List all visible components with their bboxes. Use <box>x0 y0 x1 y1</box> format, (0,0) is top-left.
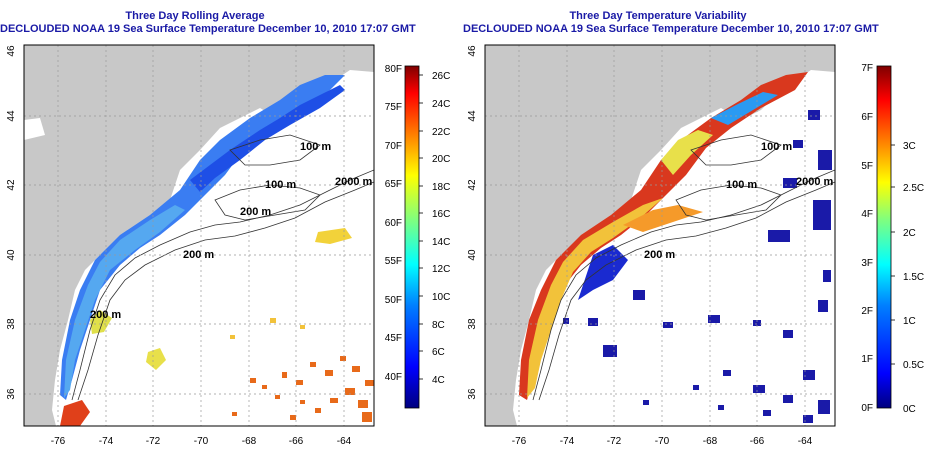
y-tick: 38 <box>6 318 17 330</box>
colorbar-label-f: 4F <box>861 209 873 220</box>
map-title: Three Day Temperature Variability <box>569 10 747 22</box>
x-tick: -70 <box>655 436 670 447</box>
y-tick: 42 <box>467 179 478 191</box>
colorbar-label-c: 22C <box>432 127 450 138</box>
warm-water-patches <box>232 356 374 422</box>
contour-label: 200 m <box>90 309 121 321</box>
x-tick: -72 <box>607 436 622 447</box>
y-tick: 44 <box>467 110 478 122</box>
colorbar-label-f: 5F <box>861 161 873 172</box>
contour-label: 100 m <box>300 141 331 153</box>
contour-label: 100 m <box>265 179 296 191</box>
colorbar-label-c: 1C <box>903 316 916 327</box>
colorbar-label-c: 8C <box>432 320 445 331</box>
y-tick: 46 <box>6 45 17 57</box>
bathymetry-contours <box>532 134 835 401</box>
colorbar-label-c: 1.5C <box>903 272 924 283</box>
y-tick: 36 <box>467 388 478 400</box>
sst-average-map: 100 m 100 m 2000 m 200 m 200 m 200 m -76… <box>6 44 450 447</box>
colorbar-label-c: 24C <box>432 99 450 110</box>
x-tick: -68 <box>703 436 718 447</box>
colorbar-label-f: 50F <box>385 295 402 306</box>
map-grid <box>485 45 835 426</box>
sst-variability-map: 100 m 100 m 2000 m 200 m -76 -74 -72 -70… <box>467 44 924 447</box>
sst-variability-panel: Three Day Temperature Variability DECLOU… <box>463 0 950 475</box>
colorbar-label-f: 1F <box>861 354 873 365</box>
land-mass <box>24 45 374 426</box>
colorbar-label-f: 3F <box>861 258 873 269</box>
contour-label: 100 m <box>761 141 792 153</box>
sst-average-panel: Three Day Rolling Average DECLOUDED NOAA… <box>0 0 470 475</box>
x-tick: -74 <box>99 436 114 447</box>
x-tick: -68 <box>242 436 257 447</box>
x-tick: -76 <box>512 436 527 447</box>
x-tick: -76 <box>51 436 66 447</box>
y-tick: 36 <box>6 388 17 400</box>
colorbar-label-c: 0C <box>903 404 916 415</box>
colorbar-label-f: 45F <box>385 333 402 344</box>
contour-label: 100 m <box>726 179 757 191</box>
x-tick: -66 <box>750 436 765 447</box>
y-tick: 40 <box>6 249 17 261</box>
colorbar-label-f: 7F <box>861 63 873 74</box>
contour-label: 200 m <box>644 249 675 261</box>
colorbar-label-c: 12C <box>432 264 450 275</box>
colorbar-label-f: 0F <box>861 403 873 414</box>
colorbar-label-f: 2F <box>861 306 873 317</box>
y-tick: 46 <box>467 45 478 57</box>
y-tick: 44 <box>6 110 17 122</box>
colorbar-label-f: 55F <box>385 256 402 267</box>
land-mass <box>485 45 835 426</box>
colorbar-label-c: 2.5C <box>903 183 924 194</box>
map-title: Three Day Rolling Average <box>125 10 265 22</box>
x-tick: -70 <box>194 436 209 447</box>
colorbar <box>876 65 892 409</box>
colorbar-label-f: 60F <box>385 218 402 229</box>
contour-label: 2000 m <box>796 176 834 188</box>
low-variability-patches <box>563 110 832 423</box>
colorbar-label-c: 2C <box>903 228 916 239</box>
colorbar-label-c: 18C <box>432 182 450 193</box>
contour-label: 2000 m <box>335 176 373 188</box>
colorbar-label-c: 6C <box>432 347 445 358</box>
x-tick: -72 <box>146 436 161 447</box>
y-tick: 42 <box>6 179 17 191</box>
colorbar-label-f: 75F <box>385 102 402 113</box>
colorbar-label-f: 80F <box>385 64 402 75</box>
colorbar-label-c: 4C <box>432 375 445 386</box>
y-tick: 38 <box>467 318 478 330</box>
colorbar-label-c: 20C <box>432 154 450 165</box>
x-tick: -66 <box>289 436 304 447</box>
map-subtitle: DECLOUDED NOAA 19 Sea Surface Temperatur… <box>463 23 879 35</box>
map-grid <box>24 45 374 426</box>
map-subtitle: DECLOUDED NOAA 19 Sea Surface Temperatur… <box>0 23 416 35</box>
colorbar-label-c: 3C <box>903 141 916 152</box>
colorbar-label-f: 70F <box>385 141 402 152</box>
colorbar-label-c: 0.5C <box>903 360 924 371</box>
x-tick: -74 <box>560 436 575 447</box>
colorbar-label-c: 26C <box>432 71 450 82</box>
y-tick: 40 <box>467 249 478 261</box>
colorbar-label-f: 65F <box>385 179 402 190</box>
x-tick: -64 <box>337 436 352 447</box>
colorbar-label-f: 40F <box>385 372 402 383</box>
colorbar-label-c: 14C <box>432 237 450 248</box>
x-tick: -64 <box>798 436 813 447</box>
colorbar-label-c: 10C <box>432 292 450 303</box>
contour-label: 200 m <box>183 249 214 261</box>
contour-label: 200 m <box>240 206 271 218</box>
colorbar-label-c: 16C <box>432 209 450 220</box>
colorbar-label-f: 6F <box>861 112 873 123</box>
colorbar <box>404 65 420 409</box>
